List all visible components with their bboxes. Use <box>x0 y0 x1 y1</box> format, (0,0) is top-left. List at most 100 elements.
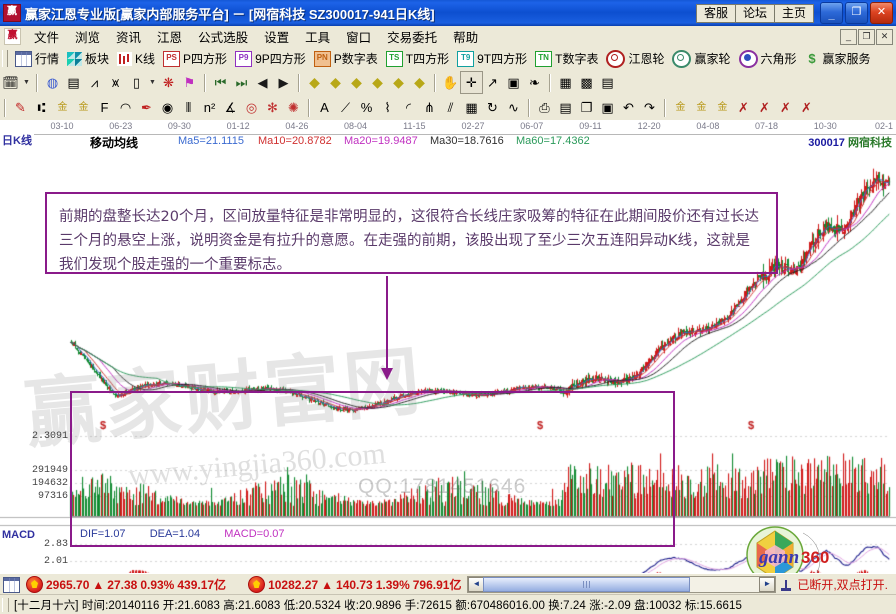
menu-gann[interactable]: 江恩 <box>157 31 183 45</box>
fan-lines-icon[interactable]: ⫴ <box>178 97 199 118</box>
home-link[interactable]: 主页 <box>773 3 814 23</box>
toolbar-hexagon[interactable]: 六角形 <box>735 49 801 69</box>
support-link[interactable]: 客服 <box>695 3 736 23</box>
toolbar-t-numtable[interactable]: TN T数字表 <box>531 49 602 68</box>
scroll-left-icon[interactable]: ◄ <box>468 577 485 592</box>
text-icon[interactable]: A <box>314 97 335 118</box>
grid2-icon[interactable]: ▦ <box>461 97 482 118</box>
menu-formula-stock-pick[interactable]: 公式选股 <box>198 31 249 45</box>
arc-icon[interactable]: ◜ <box>398 97 419 118</box>
mdi-close-button[interactable]: ✕ <box>876 28 893 45</box>
menu-browse[interactable]: 浏览 <box>75 31 101 45</box>
box-tool-icon[interactable]: ▣ <box>503 72 524 93</box>
print-icon[interactable]: ⎙ <box>534 97 555 118</box>
calendar21-icon[interactable]: ▦ <box>555 72 576 93</box>
status-scrollbar[interactable]: ◄ ► <box>467 576 777 593</box>
toolbar-p-square[interactable]: PS P四方形 <box>159 49 231 68</box>
network-icon[interactable]: ◍ <box>42 72 63 93</box>
fib-icon[interactable]: ⌇ <box>377 97 398 118</box>
menu-file[interactable]: 文件 <box>34 31 60 45</box>
expand-h-icon[interactable]: ◆ <box>346 72 367 93</box>
formula-icon[interactable]: ❋ <box>158 72 179 93</box>
del2-icon[interactable]: ✗ <box>754 97 775 118</box>
menu-news[interactable]: 资讯 <box>116 31 142 45</box>
dropdown-caret-icon[interactable]: ▼ <box>149 79 156 86</box>
zoom-in-icon[interactable]: ◆ <box>388 72 409 93</box>
gold-fork-icon[interactable]: 金 <box>52 97 73 118</box>
pitchfork-icon[interactable]: ⋔ <box>419 97 440 118</box>
toolbar-winner-wheel[interactable]: 赢家轮 <box>668 49 734 69</box>
menu-trade[interactable]: 交易委托 <box>387 31 438 45</box>
minimize-button[interactable]: _ <box>820 2 843 24</box>
pen-icon[interactable]: ✎ <box>10 97 31 118</box>
dropdown-caret-icon[interactable]: ▼ <box>23 79 30 86</box>
gold2-icon[interactable]: 金 <box>691 97 712 118</box>
mdi-restore-button[interactable]: ❐ <box>858 28 875 45</box>
circle-fan-icon[interactable]: ◉ <box>157 97 178 118</box>
wave9-icon[interactable]: ⩙ <box>105 72 126 93</box>
toolbar-9p-square[interactable]: P9 9P四方形 <box>231 49 310 68</box>
undo-icon[interactable]: ↶ <box>618 97 639 118</box>
fork-icon[interactable]: ⑆ <box>31 97 52 118</box>
toolbar-grip[interactable] <box>2 50 8 67</box>
menu-settings[interactable]: 设置 <box>264 31 290 45</box>
consolidation-range-box[interactable] <box>70 391 675 547</box>
sh-index-cell[interactable]: 2965.70 ▲ 27.38 0.93% 439.17亿 <box>23 576 229 593</box>
toolbar-gann-wheel[interactable]: 江恩轮 <box>602 49 668 69</box>
sz-index-cell[interactable]: 10282.27 ▲ 140.73 1.39% 796.91亿 <box>245 576 464 593</box>
layers-icon[interactable]: ❧ <box>524 72 545 93</box>
menu-help[interactable]: 帮助 <box>453 31 479 45</box>
toolbar-t-square[interactable]: TS T四方形 <box>382 49 453 68</box>
copy-icon[interactable]: ❐ <box>576 97 597 118</box>
burst-icon[interactable]: ✺ <box>283 97 304 118</box>
chart-area[interactable]: 日K线 03-10 06-23 09-30 01-12 04-26 08-04 11-15 0… <box>0 120 896 573</box>
document-icon[interactable]: ▤ <box>63 72 84 93</box>
first-page-icon[interactable]: ⏮ <box>210 72 231 93</box>
shrink-h-icon[interactable]: ◆ <box>367 72 388 93</box>
wave-icon[interactable]: ∿ <box>503 97 524 118</box>
scroll-right-icon[interactable]: ► <box>759 577 776 592</box>
price-volume-macd-canvas[interactable] <box>0 148 896 573</box>
close-button[interactable]: ✕ <box>870 2 893 24</box>
mdi-minimize-button[interactable]: _ <box>840 28 857 45</box>
annotation-box[interactable]: 前期的盘整长达20个月，区间放量特征是非常明显的，这很符合长线庄家吸筹的特征在此… <box>45 192 778 274</box>
cycle-icon[interactable]: ↻ <box>482 97 503 118</box>
toolbar-9t-square[interactable]: T9 9T四方形 <box>453 49 531 68</box>
pen-arrow-icon[interactable]: ✒ <box>136 97 157 118</box>
prev-icon[interactable]: ◀ <box>252 72 273 93</box>
menu-tools[interactable]: 工具 <box>305 31 331 45</box>
toolbar-winner-service[interactable]: $ 赢家服务 <box>801 49 875 68</box>
wave3-icon[interactable]: ⩘ <box>84 72 105 93</box>
hand-icon[interactable]: ✋ <box>440 72 461 93</box>
next-icon[interactable]: ▶ <box>273 72 294 93</box>
table-icon[interactable]: ▩ <box>576 72 597 93</box>
scrollbar-thumb[interactable] <box>483 577 691 592</box>
gold-fork2-icon[interactable]: 金 <box>73 97 94 118</box>
paste-icon[interactable]: ▣ <box>597 97 618 118</box>
maximize-button[interactable]: ❐ <box>845 2 868 24</box>
del3-icon[interactable]: ✗ <box>775 97 796 118</box>
angle-icon[interactable]: ∡ <box>220 97 241 118</box>
ruler-icon[interactable]: ⟋ <box>335 97 356 118</box>
channel-icon[interactable]: ⫽ <box>440 97 461 118</box>
toolbar-sectors[interactable]: 板块 <box>63 49 113 68</box>
flag-icon[interactable]: ⚑ <box>179 72 200 93</box>
last-page-icon[interactable]: ⏭ <box>231 72 252 93</box>
menu-window[interactable]: 窗口 <box>346 31 372 45</box>
zoom-out-icon[interactable]: ◆ <box>409 72 430 93</box>
calendar-day-icon[interactable]: 🗓 <box>0 72 21 93</box>
toolbar-quotes[interactable]: 行情 <box>11 49 63 68</box>
n2-icon[interactable]: n² <box>199 97 220 118</box>
pointer-draw-icon[interactable]: ↗ <box>482 72 503 93</box>
candle-icon[interactable]: ▯ <box>126 72 147 93</box>
percent-icon[interactable]: % <box>356 97 377 118</box>
del1-icon[interactable]: ✗ <box>733 97 754 118</box>
forum-link[interactable]: 论坛 <box>734 3 775 23</box>
target-icon[interactable]: ◎ <box>241 97 262 118</box>
gold1-icon[interactable]: 金 <box>670 97 691 118</box>
toolbar-p-numtable[interactable]: PN P数字表 <box>310 49 382 68</box>
pan-left-icon[interactable]: ◆ <box>304 72 325 93</box>
gold3-icon[interactable]: 金 <box>712 97 733 118</box>
pan-right-icon[interactable]: ◆ <box>325 72 346 93</box>
crosshair-icon[interactable]: ✛ <box>460 71 483 94</box>
